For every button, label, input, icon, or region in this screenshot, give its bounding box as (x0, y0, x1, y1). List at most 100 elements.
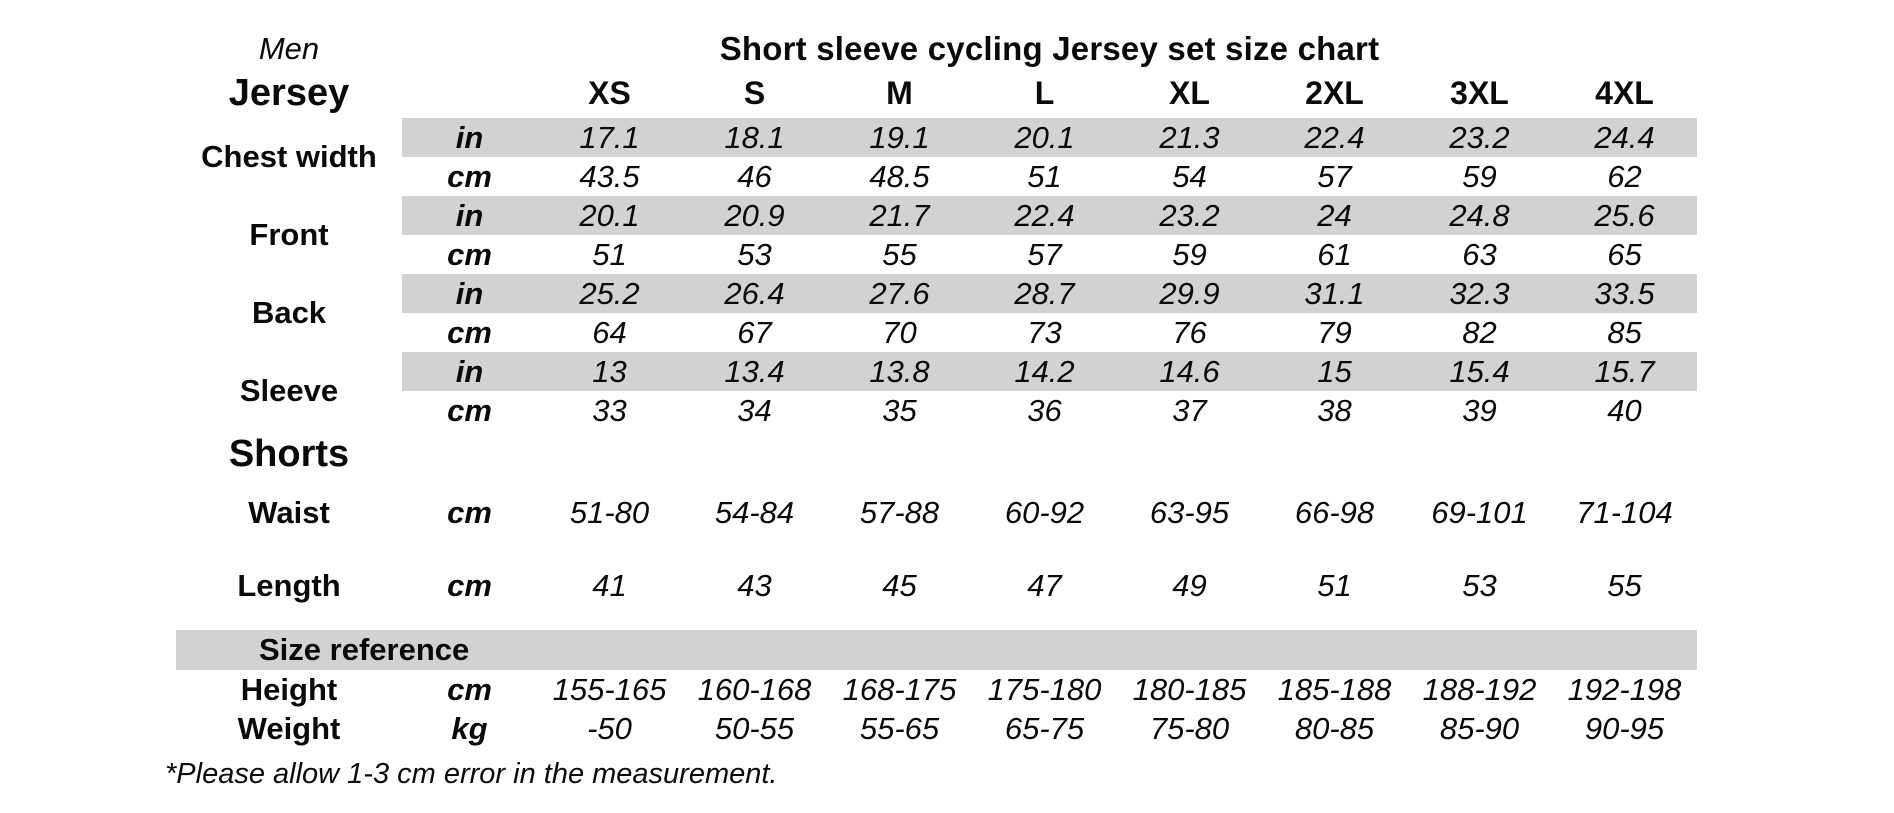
size-value: 180-185 (1132, 672, 1247, 707)
size-value: 73 (1027, 314, 1062, 350)
measurement-rows: in 13 13.4 13.8 14.2 14.6 15 15.4 15.7 cm 33 34 35 36… (402, 352, 1697, 430)
table-row: in 13 13.4 13.8 14.2 14.6 15 15.4 15.7 (402, 352, 1697, 391)
size-value: 19.1 (869, 119, 930, 155)
size-value: 17.1 (579, 119, 640, 155)
size-value: 24.8 (1449, 197, 1510, 233)
size-value: 155-165 (552, 672, 667, 707)
size-value: 32.3 (1449, 275, 1510, 311)
size-value: 22.4 (1014, 197, 1075, 233)
size-value: 49 (1172, 568, 1207, 603)
row-label: Front (249, 217, 329, 252)
size-value: 188-192 (1422, 672, 1537, 707)
size-value: 65-75 (1004, 711, 1085, 746)
table-row: in 25.2 26.4 27.6 28.7 29.9 31.1 32.3 33.5 (402, 274, 1697, 313)
table-row: cm 43.5 46 48.5 51 54 57 59 62 (402, 157, 1697, 196)
size-reference-label: Size reference (259, 632, 470, 667)
shorts-section-row: Shorts (176, 430, 1721, 478)
unit-label: in (455, 275, 484, 311)
size-value: 80-85 (1294, 711, 1375, 746)
size-value: 24 (1317, 197, 1352, 233)
size-value: 41 (592, 568, 627, 603)
size-value: 13 (592, 353, 627, 389)
unit-label: cm (447, 314, 492, 350)
size-value: -50 (587, 711, 632, 746)
size-value: 63 (1462, 236, 1497, 272)
size-value: 31.1 (1304, 275, 1365, 311)
size-value: 61 (1317, 236, 1352, 272)
size-value: 75-80 (1149, 711, 1230, 746)
size-value: 54-84 (714, 495, 795, 530)
section-label-jersey: Jersey (228, 71, 350, 114)
unit-column-spacer (402, 68, 537, 118)
size-value: 13.8 (869, 353, 930, 389)
size-value: 40 (1607, 392, 1642, 428)
unit-label: cm (447, 392, 492, 428)
measurement-rows: in 25.2 26.4 27.6 28.7 29.9 31.1 32.3 33.5 cm 64 67… (402, 274, 1697, 352)
size-value: 66-98 (1294, 495, 1375, 530)
size-value: 34 (737, 392, 772, 428)
size-column-header: L (1034, 74, 1055, 111)
size-value: 28.7 (1014, 275, 1075, 311)
size-value: 21.3 (1159, 119, 1220, 155)
size-value: 51 (1317, 568, 1352, 603)
unit-label: in (455, 119, 484, 155)
size-value: 55-65 (859, 711, 940, 746)
size-value: 53 (1462, 568, 1497, 603)
size-value: 25.6 (1594, 197, 1655, 233)
row-label: Height (240, 672, 338, 707)
size-column-header: 2XL (1305, 74, 1364, 111)
size-value: 55 (1607, 568, 1642, 603)
size-value: 47 (1027, 568, 1062, 603)
size-value: 55 (882, 236, 917, 272)
measurement-rows: in 20.1 20.9 21.7 22.4 23.2 24 24.8 25.6 cm 51 53 55… (402, 196, 1697, 274)
size-value: 20.1 (1014, 119, 1075, 155)
unit-label: in (455, 197, 484, 233)
size-column-header: M (886, 74, 913, 111)
size-column-header: XL (1169, 74, 1210, 111)
table-row: Length cm 41 43 45 47 49 51 53 55 (176, 548, 1721, 624)
size-value: 185-188 (1277, 672, 1392, 707)
size-value: 60-92 (1004, 495, 1085, 530)
size-value: 33.5 (1594, 275, 1655, 311)
measurement-rows: in 17.1 18.1 19.1 20.1 21.3 22.4 23.2 24.4 cm 43.5… (402, 118, 1697, 196)
page-title: Short sleeve cycling Jersey set size cha… (719, 30, 1380, 67)
size-value: 57-88 (859, 495, 940, 530)
unit-label: cm (447, 158, 492, 194)
size-header-row: Jersey XS S M L XL 2XL 3XL 4XL (176, 68, 1721, 118)
size-value: 24.4 (1594, 119, 1655, 155)
size-column-header: 3XL (1450, 74, 1509, 111)
size-value: 82 (1462, 314, 1497, 350)
size-value: 59 (1462, 158, 1497, 194)
size-value: 59 (1172, 236, 1207, 272)
row-label: Length (237, 568, 341, 603)
size-value: 15.4 (1449, 353, 1510, 389)
size-value: 21.7 (869, 197, 930, 233)
unit-label: in (455, 353, 484, 389)
size-value: 70 (882, 314, 917, 350)
size-value: 79 (1317, 314, 1352, 350)
size-value: 23.2 (1159, 197, 1220, 233)
size-chart-page: Men Short sleeve cycling Jersey set size… (165, 30, 1721, 790)
table-row: in 17.1 18.1 19.1 20.1 21.3 22.4 23.2 24.4 (402, 118, 1697, 157)
measurement-group: Back in 25.2 26.4 27.6 28.7 29.9 31.1 32.3 33.5 cm… (176, 274, 1721, 352)
size-value: 36 (1027, 392, 1062, 428)
size-value: 23.2 (1449, 119, 1510, 155)
size-value: 67 (737, 314, 772, 350)
size-value: 65 (1607, 236, 1642, 272)
size-value: 192-198 (1567, 672, 1682, 707)
size-value: 76 (1172, 314, 1207, 350)
unit-label: cm (447, 672, 492, 707)
table-row: cm 33 34 35 36 37 38 39 40 (402, 391, 1697, 430)
size-value: 20.1 (579, 197, 640, 233)
measurement-group: Sleeve in 13 13.4 13.8 14.2 14.6 15 15.4 15.7 cm 33… (176, 352, 1721, 430)
unit-label: kg (451, 711, 488, 746)
size-value: 168-175 (842, 672, 957, 707)
size-value: 175-180 (987, 672, 1102, 707)
size-value: 35 (882, 392, 917, 428)
size-value: 13.4 (724, 353, 785, 389)
row-label: Chest width (201, 139, 377, 174)
size-value: 26.4 (724, 275, 785, 311)
size-value: 27.6 (869, 275, 930, 311)
size-value: 22.4 (1304, 119, 1365, 155)
size-value: 51 (592, 236, 627, 272)
